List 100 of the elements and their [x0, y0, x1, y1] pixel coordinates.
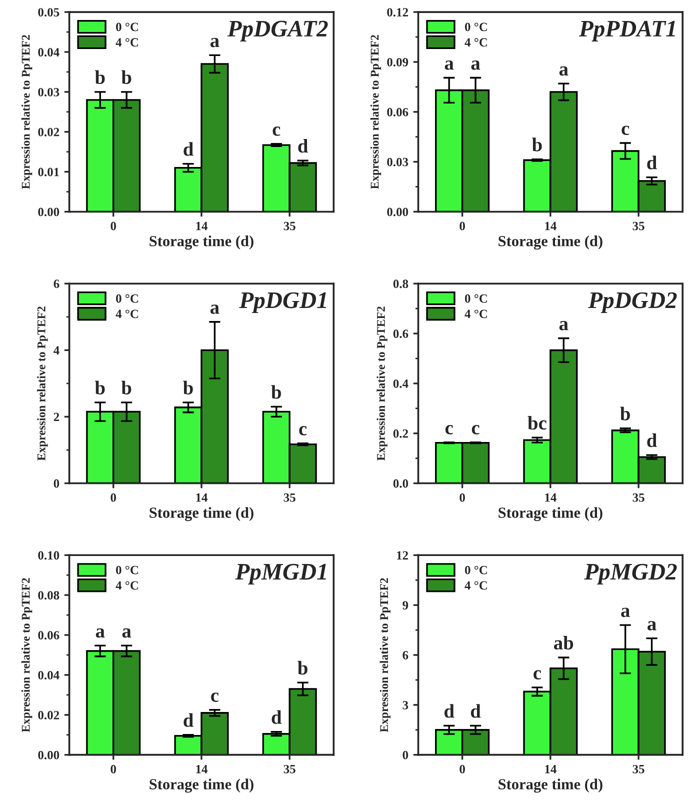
y-tick-label: 0 [402, 750, 408, 760]
data-label: d [444, 704, 454, 718]
data-label: c [272, 126, 280, 136]
data-label: c [622, 126, 630, 136]
legend-label: 4 °C [464, 38, 487, 47]
legend-label: 0 °C [464, 22, 487, 32]
y-tick-label: 0.06 [38, 631, 60, 640]
y-tick-label: 0.03 [38, 88, 60, 96]
data-label: a [210, 304, 220, 314]
x-tick-label: 35 [632, 764, 644, 774]
y-tick-label: 2 [54, 412, 60, 422]
data-label: d [184, 713, 194, 727]
y-tick-label: 6 [402, 651, 408, 660]
x-tick-label: 0 [110, 764, 116, 774]
y-tick-label: 6 [54, 280, 60, 288]
data-label: ab [554, 636, 574, 650]
x-tick-label: 35 [284, 222, 296, 230]
data-label: b [121, 380, 132, 394]
y-axis-title: Expression relative to PpTEF2 [380, 578, 390, 732]
data-label: b [620, 406, 630, 420]
y-tick-label: 0.01 [38, 168, 59, 176]
y-tick-label: 0.00 [38, 208, 60, 216]
x-tick-label: 35 [632, 493, 644, 502]
data-label: bc [528, 416, 546, 430]
data-label: d [647, 433, 657, 448]
x-tick-label: 14 [545, 764, 556, 774]
chart-title: PpDGD2 [588, 292, 677, 313]
y-tick-label: 0.10 [38, 551, 60, 560]
data-label: b [94, 380, 105, 394]
x-tick-label: 14 [196, 493, 208, 502]
data-label: a [210, 38, 220, 48]
y-tick-label: 0.0 [393, 479, 408, 488]
y-tick-label: 0 [54, 479, 60, 488]
data-label: a [621, 608, 630, 618]
x-tick-label: 14 [545, 222, 556, 230]
x-tick-label: 35 [284, 764, 296, 774]
chart-title: PpDGD1 [239, 292, 326, 313]
y-axis-title: Expression relative to PpTEF2 [37, 306, 48, 461]
y-tick-label: 0.08 [38, 591, 60, 600]
legend-label: 0 °C [464, 566, 487, 574]
y-tick-label: 12 [397, 551, 408, 560]
data-label: a [559, 321, 568, 330]
legend-label: 4 °C [464, 581, 487, 590]
x-axis-title: Storage time (d) [150, 507, 254, 522]
y-tick-label: 0.12 [387, 8, 408, 17]
y-tick-label: 4 [54, 346, 60, 354]
data-label: a [648, 621, 656, 630]
data-label: b [271, 385, 281, 399]
data-label: c [211, 692, 219, 702]
y-axis-title: Expression relative to PpTEF2 [21, 35, 32, 190]
y-tick-label: 0.04 [38, 670, 60, 680]
y-axis-title: Expression relative to PpTEF2 [370, 35, 382, 190]
data-label: a [444, 60, 454, 70]
x-tick-label: 0 [460, 222, 465, 230]
y-tick-label: 0.00 [387, 208, 408, 216]
y-tick-label: 0.8 [393, 280, 408, 288]
data-label: d [470, 704, 481, 718]
x-tick-label: 35 [284, 493, 296, 502]
x-tick-label: 0 [110, 222, 116, 230]
data-label: c [445, 425, 453, 434]
chart-title: PpMGD2 [584, 564, 677, 585]
y-tick-label: 0.06 [387, 108, 408, 116]
y-axis-title: Expression relative to PpTEF2 [21, 578, 32, 732]
y-tick-label: 0.6 [393, 330, 408, 338]
x-axis-title: Storage time (d) [150, 236, 254, 250]
data-label: a [471, 60, 480, 70]
data-label: a [559, 66, 568, 76]
y-tick-label: 0.02 [38, 710, 60, 720]
y-tick-label: 3 [402, 700, 408, 710]
data-label: b [532, 138, 542, 152]
legend-label: 0 °C [116, 294, 138, 303]
chart-title: PpMGD1 [235, 564, 326, 585]
data-label: c [534, 670, 542, 680]
data-label: b [121, 70, 132, 84]
data-label: d [647, 156, 657, 170]
data-label: c [472, 425, 480, 434]
data-label: d [184, 142, 194, 156]
legend-label: 0 °C [116, 566, 138, 574]
x-tick-label: 14 [545, 493, 556, 502]
data-label: a [96, 628, 105, 638]
x-axis-title: Storage time (d) [498, 236, 602, 250]
chart-title: PpDGAT2 [227, 20, 328, 42]
data-label: b [298, 660, 308, 675]
data-label: a [122, 628, 132, 638]
x-axis-title: Storage time (d) [498, 778, 602, 793]
y-tick-label: 0.00 [38, 750, 60, 760]
legend-label: 4 °C [116, 581, 138, 590]
chart-title: PpPDAT1 [578, 20, 675, 42]
x-tick-label: 0 [460, 764, 465, 774]
legend-label: 4 °C [464, 310, 487, 318]
data-label: c [299, 426, 307, 436]
y-tick-label: 0.03 [387, 158, 408, 166]
legend-label: 4 °C [116, 310, 138, 318]
x-tick-label: 35 [632, 222, 644, 230]
x-axis-title: Storage time (d) [150, 778, 254, 793]
y-tick-label: 9 [402, 601, 408, 610]
data-label: d [272, 710, 282, 724]
x-tick-label: 0 [460, 493, 465, 502]
y-tick-label: 0.09 [387, 58, 408, 66]
data-label: b [94, 70, 105, 84]
